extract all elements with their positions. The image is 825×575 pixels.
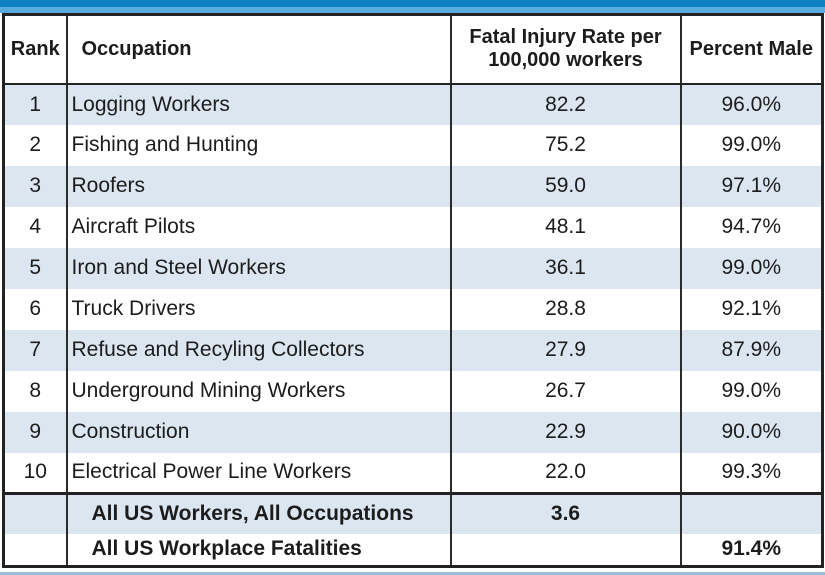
- occupation-cell: All US Workplace Fatalities: [65, 533, 451, 567]
- rate-cell: 28.8: [449, 288, 681, 330]
- col-header-percent-male: Percent Male: [679, 14, 823, 85]
- table-row: 1 Logging Workers 82.2 96.0%: [3, 83, 823, 125]
- percent-male-cell: [679, 493, 823, 534]
- rate-cell: 48.1: [449, 206, 681, 248]
- rank-cell: 1: [29, 92, 42, 116]
- occupation-cell: Roofers: [65, 165, 451, 207]
- header-row: Rank Occupation Fatal Injury Rate per 10…: [3, 14, 823, 85]
- rate-cell: 3.6: [449, 493, 681, 534]
- percent-male-cell: 87.9%: [679, 329, 823, 371]
- occupation-cell: All US Workers, All Occupations: [65, 493, 451, 534]
- rank-cell: 5: [29, 256, 42, 279]
- percent-male-cell: 91.4%: [679, 533, 823, 567]
- percent-male-cell: 90.0%: [679, 411, 823, 453]
- footer-banner: [0, 572, 825, 575]
- rank-cell: 6: [29, 297, 42, 320]
- rank-cell: [4, 494, 67, 534]
- rate-cell: 22.9: [449, 411, 681, 453]
- occupation-cell: Electrical Power Line Workers: [65, 452, 451, 494]
- rate-cell: 75.2: [449, 124, 681, 166]
- percent-male-cell: 96.0%: [679, 83, 823, 125]
- percent-male-cell: 97.1%: [679, 165, 823, 207]
- rate-cell: 26.7: [449, 370, 681, 412]
- summary-row: All US Workers, All Occupations 3.6: [3, 493, 823, 534]
- rank-cell: 3: [29, 174, 42, 197]
- rank-cell: 4: [29, 215, 42, 238]
- percent-male-cell: 99.0%: [679, 370, 823, 412]
- table-row: 6 Truck Drivers 28.8 92.1%: [3, 288, 823, 330]
- col-header-occupation: Occupation: [65, 14, 451, 85]
- percent-male-cell: 92.1%: [679, 288, 823, 330]
- occupation-cell: Logging Workers: [65, 83, 451, 125]
- table-body: 1 Logging Workers 82.2 96.0% 2 Fishing a…: [3, 83, 823, 494]
- rate-cell: 36.1: [449, 247, 681, 289]
- table-row: 9 Construction 22.9 90.0%: [3, 411, 823, 453]
- rank-cell: 10: [23, 460, 47, 484]
- table-row: 7 Refuse and Recyling Collectors 27.9 87…: [3, 329, 823, 371]
- summary-row: All US Workplace Fatalities 91.4%: [3, 533, 823, 567]
- rate-cell: 27.9: [449, 329, 681, 371]
- col-header-fatal-injury-rate: Fatal Injury Rate per 100,000 workers: [449, 14, 681, 85]
- occupation-cell: Aircraft Pilots: [65, 206, 451, 248]
- rank-cell: [4, 534, 67, 567]
- rank-cell: 7: [29, 338, 42, 361]
- percent-male-cell: 99.3%: [679, 452, 823, 494]
- rate-cell: 22.0: [449, 452, 681, 494]
- percent-male-cell: 99.0%: [679, 247, 823, 289]
- occupation-cell: Iron and Steel Workers: [65, 247, 451, 289]
- table-summary: All US Workers, All Occupations 3.6 All …: [3, 493, 823, 567]
- percent-male-cell: 94.7%: [679, 206, 823, 248]
- table-row: 3 Roofers 59.0 97.1%: [3, 165, 823, 207]
- table-row: 4 Aircraft Pilots 48.1 94.7%: [3, 206, 823, 248]
- rate-cell: 59.0: [449, 165, 681, 207]
- table-row: 5 Iron and Steel Workers 36.1 99.0%: [3, 247, 823, 289]
- occupation-cell: Truck Drivers: [65, 288, 451, 330]
- occupation-cell: Refuse and Recyling Collectors: [65, 329, 451, 371]
- table-row: 2 Fishing and Hunting 75.2 99.0%: [3, 124, 823, 166]
- occupation-cell: Underground Mining Workers: [65, 370, 451, 412]
- rate-cell: 82.2: [449, 83, 681, 125]
- percent-male-cell: 99.0%: [679, 124, 823, 166]
- rank-cell: 9: [29, 420, 42, 443]
- table-row: 10 Electrical Power Line Workers 22.0 99…: [3, 452, 823, 494]
- occupation-cell: Fishing and Hunting: [65, 124, 451, 166]
- table-row: 8 Underground Mining Workers 26.7 99.0%: [3, 370, 823, 412]
- occupation-cell: Construction: [65, 411, 451, 453]
- fatal-injury-table: Rank Occupation Fatal Injury Rate per 10…: [2, 13, 824, 568]
- title-banner: [0, 0, 825, 13]
- col-header-rank: Rank: [3, 14, 67, 85]
- rate-cell: [449, 533, 681, 567]
- rank-cell: 8: [29, 379, 42, 402]
- rank-cell: 2: [29, 133, 42, 156]
